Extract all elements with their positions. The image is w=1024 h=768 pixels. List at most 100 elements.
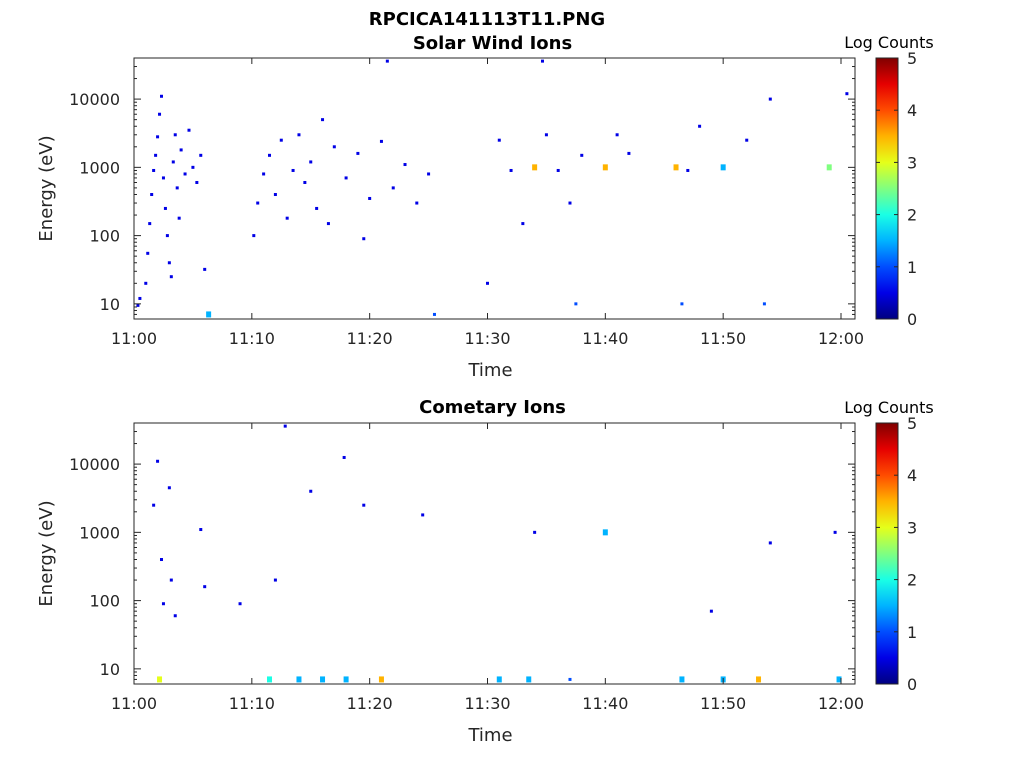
figure-title: RPCICA141113T11.PNG [369, 9, 605, 30]
data-point [175, 186, 179, 190]
data-point [602, 529, 608, 536]
data-point [826, 164, 832, 171]
colorbar-tick-label: 1 [907, 623, 917, 642]
data-point [150, 193, 154, 197]
colorbar-tick-label: 3 [907, 518, 917, 537]
data-point [833, 530, 837, 534]
data-point [509, 168, 513, 172]
data-point [177, 216, 181, 220]
data-point [173, 133, 177, 137]
data-point [267, 676, 273, 683]
data-point [238, 602, 242, 606]
x-axis-label: Time [467, 725, 512, 746]
colorbar-tick-label: 1 [907, 258, 917, 277]
data-point [673, 164, 679, 171]
data-point [680, 302, 684, 306]
data-point [146, 251, 150, 255]
data-point [167, 261, 171, 265]
data-point [745, 138, 749, 142]
data-point [768, 97, 772, 101]
data-point [268, 153, 272, 157]
colorbar-tick-label: 5 [907, 414, 917, 433]
data-point [320, 676, 326, 683]
data-point [191, 165, 195, 169]
data-point [602, 164, 608, 171]
data-point [574, 302, 578, 306]
y-tick-label: 100 [89, 592, 120, 611]
x-tick-label: 11:50 [700, 694, 746, 713]
x-tick-label: 12:00 [818, 329, 864, 348]
data-point [179, 148, 183, 152]
y-tick-label: 100 [89, 227, 120, 246]
x-tick-label: 11:10 [229, 329, 275, 348]
data-point [378, 676, 384, 683]
data-point [195, 180, 199, 184]
colorbar-title: Log Counts [844, 33, 934, 52]
data-point [157, 676, 163, 683]
plot-area [133, 422, 856, 685]
data-point [533, 530, 537, 534]
data-point [199, 528, 203, 532]
data-point [187, 128, 191, 132]
data-point [720, 164, 726, 171]
data-point [344, 176, 348, 180]
data-point [379, 139, 383, 143]
data-point [309, 160, 313, 164]
data-point [686, 168, 690, 172]
data-points [152, 424, 842, 683]
panel-solar-wind-ions: Solar Wind Ions 11:00 11:10 11:20 11:30 11:40… [36, 33, 934, 381]
data-point [296, 676, 302, 683]
data-point [206, 311, 212, 318]
y-tick-label: 10000 [69, 455, 120, 474]
data-point [156, 459, 160, 463]
data-point [580, 153, 584, 157]
data-point [845, 92, 849, 96]
data-point [167, 486, 171, 490]
data-point [427, 172, 431, 176]
data-point [283, 424, 287, 428]
data-point [756, 676, 762, 683]
x-axis-label: Time [467, 360, 512, 381]
data-point [183, 172, 187, 176]
data-point [497, 138, 501, 142]
x-tick-label: 11:40 [582, 694, 628, 713]
y-axis-label: Energy (eV) [36, 500, 57, 606]
colorbar-tick-label: 0 [907, 675, 917, 694]
data-point [836, 676, 842, 683]
data-point [532, 164, 538, 171]
colorbar [875, 57, 899, 320]
data-point [291, 168, 295, 172]
data-point [540, 59, 544, 63]
data-point [158, 112, 162, 116]
data-point [391, 186, 395, 190]
data-point [544, 133, 548, 137]
data-point [762, 302, 766, 306]
data-point [138, 296, 142, 300]
data-point [627, 151, 631, 155]
data-point [303, 180, 307, 184]
colorbar-tick-label: 0 [907, 310, 917, 329]
plot-area [133, 57, 856, 320]
data-point [615, 133, 619, 137]
data-point [161, 602, 165, 606]
colorbar-title: Log Counts [844, 398, 934, 417]
data-point [521, 222, 525, 226]
x-tick-label: 11:00 [111, 694, 157, 713]
data-point [403, 163, 407, 167]
data-point [415, 201, 419, 205]
y-tick-label: 1000 [79, 523, 120, 542]
data-point [385, 59, 389, 63]
colorbar-tick-label: 4 [907, 101, 917, 120]
data-point [256, 201, 260, 205]
data-point [159, 94, 163, 98]
colorbar-tick-label: 4 [907, 466, 917, 485]
data-point [321, 118, 325, 122]
x-tick-label: 11:20 [347, 329, 393, 348]
data-point [169, 275, 173, 279]
data-point [161, 176, 165, 180]
data-point [152, 503, 156, 507]
data-point [343, 676, 349, 683]
data-point [326, 222, 330, 226]
